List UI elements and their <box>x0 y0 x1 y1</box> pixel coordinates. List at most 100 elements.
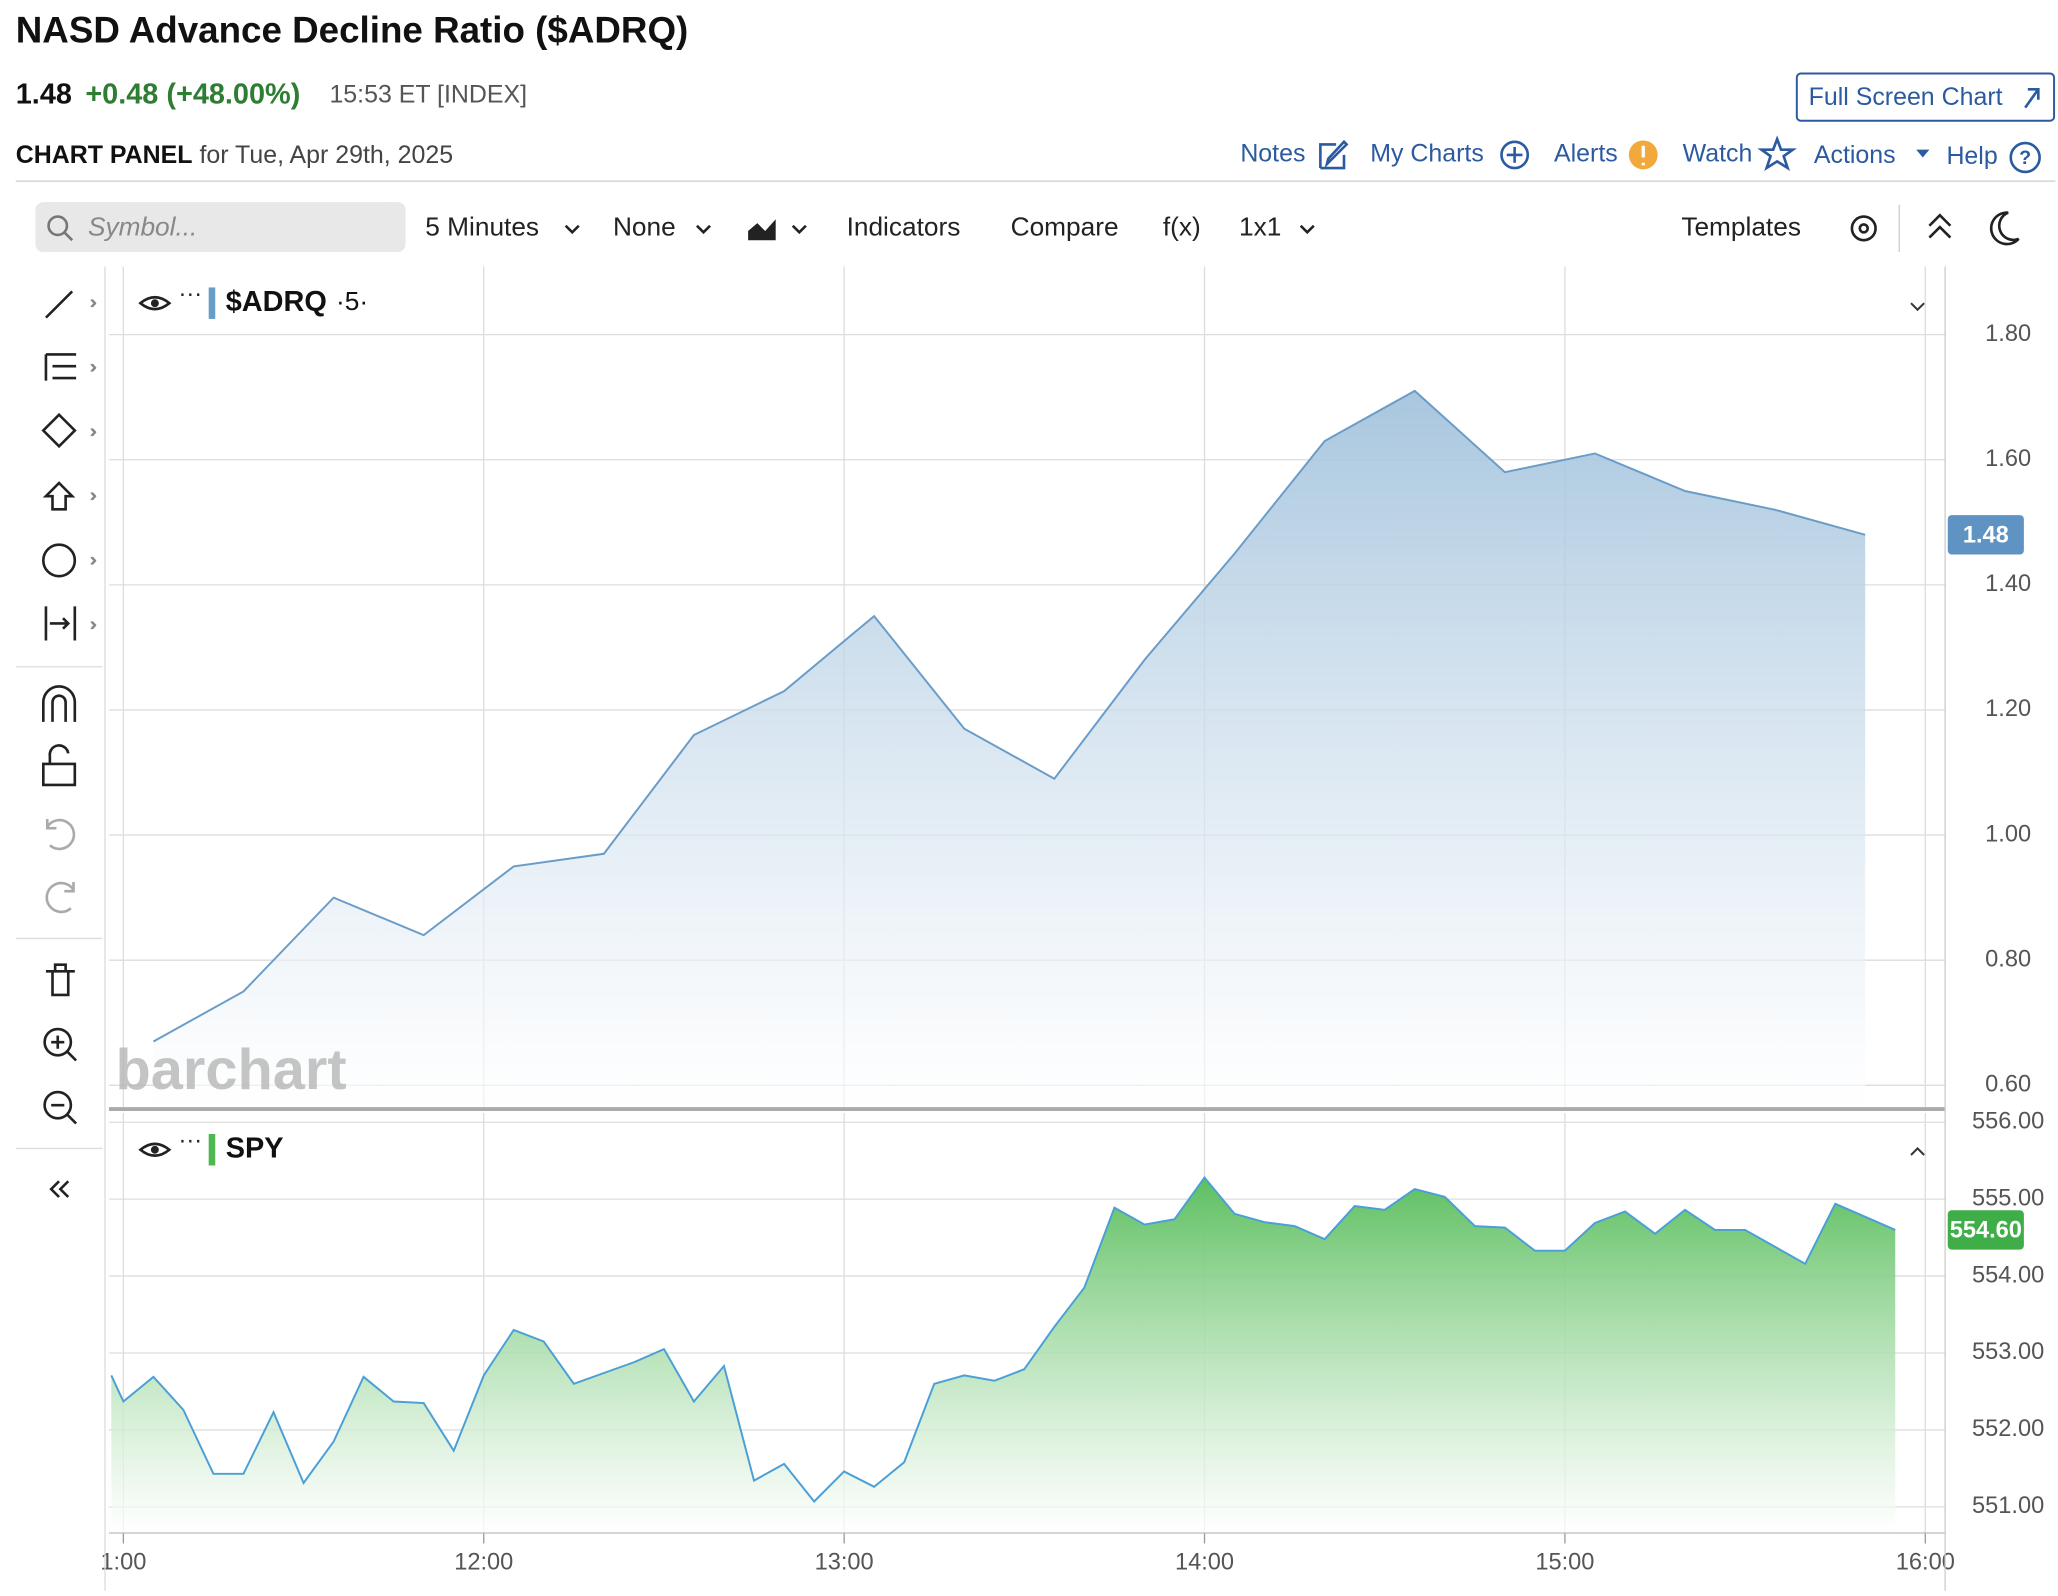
tool-measure[interactable] <box>44 606 77 641</box>
tool-shape[interactable] <box>41 412 77 449</box>
chev: › <box>91 357 97 376</box>
nav-link[interactable]: Watch <box>1683 139 1753 167</box>
compare-button[interactable]: Compare <box>1011 211 1119 241</box>
area-fill <box>111 1177 1896 1533</box>
tool-undo[interactable] <box>45 818 76 851</box>
tool-zoom-out-mark <box>51 1103 78 1125</box>
tool-magnet[interactable] <box>42 685 77 722</box>
chevron <box>696 224 711 235</box>
tool-arrow[interactable] <box>42 481 76 511</box>
x-tick-label: 15:00 <box>1535 1549 1594 1575</box>
tool-strip <box>41 290 78 1198</box>
plus-icon-cross <box>1506 147 1523 163</box>
legend-name: $ADRQ <box>226 286 327 318</box>
x-tick-label: 12:00 <box>454 1549 513 1575</box>
price-badge <box>1947 1210 2024 1250</box>
y-tick-label: 553.00 <box>1972 1339 2044 1365</box>
legend-menu: ··· <box>179 1128 203 1154</box>
y-tick-label: 552.00 <box>1972 1416 2044 1442</box>
tool-delete[interactable] <box>45 963 75 997</box>
eye-pupil <box>150 1145 159 1154</box>
nav-link[interactable]: Notes <box>1240 139 1305 167</box>
tool-line[interactable] <box>45 290 74 319</box>
tool-number[interactable] <box>42 543 77 578</box>
area-line <box>152 389 1866 1043</box>
search-box[interactable] <box>35 202 406 252</box>
x-tick-label: 1:00 <box>100 1549 146 1575</box>
area-fill <box>153 390 1866 1110</box>
tool-fib[interactable] <box>44 353 77 381</box>
chev: › <box>91 421 97 440</box>
panel-toggle <box>1910 302 1925 312</box>
nav-link[interactable]: Actions <box>1814 141 1896 169</box>
chev: › <box>91 614 97 633</box>
area-line <box>110 1175 1896 1503</box>
help-icon <box>2009 141 2041 174</box>
nav-link[interactable]: Alerts <box>1554 139 1618 167</box>
panel-label: CHART PANEL <box>16 141 193 169</box>
legend-interval: ·5· <box>336 286 368 316</box>
full-screen-label[interactable]: Full Screen Chart <box>1809 83 2003 111</box>
help-q: ? <box>2019 147 2031 169</box>
legend-name: SPY <box>226 1132 284 1164</box>
tool-zoom-out[interactable] <box>43 1090 73 1120</box>
fx-button[interactable]: f(x) <box>1163 211 1201 241</box>
search-placeholder[interactable]: Symbol... <box>88 211 197 241</box>
x-tick-label: 14:00 <box>1175 1549 1234 1575</box>
y-tick-label: 551.00 <box>1972 1493 2044 1519</box>
search-icon <box>47 215 69 237</box>
y-tick-label: 555.00 <box>1972 1185 2044 1211</box>
tool-lock[interactable] <box>42 744 77 787</box>
star-icon <box>1757 135 1797 172</box>
y-tick-label: 1.20 <box>1985 696 2031 722</box>
caret <box>1916 149 1930 158</box>
y-tick-label: 0.80 <box>1985 946 2031 972</box>
y-tick-label: 0.60 <box>1985 1072 2031 1098</box>
tool-expand[interactable] <box>49 1180 70 1198</box>
nav-link[interactable]: My Charts <box>1370 139 1484 167</box>
y-tick-label: 554.00 <box>1972 1262 2044 1288</box>
external-icon <box>2024 87 2040 109</box>
overlay-select[interactable]: None <box>613 211 676 241</box>
legend-color <box>208 1134 216 1166</box>
chart-type-icon[interactable] <box>748 219 776 241</box>
plus-icon <box>1500 140 1530 170</box>
interval-select[interactable]: 5 Minutes <box>425 211 539 241</box>
y-tick-label: 1.60 <box>1985 446 2031 472</box>
panel-date: for Tue, Apr 29th, 2025 <box>200 141 454 169</box>
full-screen-button[interactable] <box>1795 72 2056 122</box>
templates-button[interactable]: Templates <box>1681 211 1801 241</box>
tool-redo[interactable] <box>45 881 75 914</box>
x-tick-label: 16:00 <box>1896 1549 1955 1575</box>
y-tick-label: 556.00 <box>1972 1108 2044 1134</box>
notes-icon <box>1319 139 1349 170</box>
chevron <box>564 224 580 235</box>
settings-icon-core <box>1858 223 1869 234</box>
tool-history <box>45 818 76 914</box>
chevron <box>791 224 807 235</box>
tool-zoom-in[interactable] <box>43 1027 73 1057</box>
watermark: barchart <box>116 1038 347 1102</box>
time: 15:53 ET [INDEX] <box>329 80 527 108</box>
tool-chevrons: › › › › › › <box>90 292 97 634</box>
y-tick-label: 1.00 <box>1985 821 2031 847</box>
y-tick-label: 1.80 <box>1985 321 2031 347</box>
settings-icon[interactable] <box>1850 215 1877 242</box>
title: NASD Advance Decline Ratio ($ADRQ) <box>16 10 689 51</box>
legend-color <box>208 287 216 319</box>
collapse-icon[interactable] <box>1928 213 1952 239</box>
eye-icon <box>138 1142 172 1157</box>
price-badge-label: 554.60 <box>1950 1217 2022 1243</box>
indicators-button[interactable]: Indicators <box>847 211 961 241</box>
layout-select[interactable]: 1x1 <box>1239 211 1281 241</box>
panel-toggle <box>1910 1147 1925 1156</box>
change: +0.48 (+48.00%) <box>85 78 300 110</box>
chevron <box>1299 224 1315 235</box>
legend-menu: ··· <box>179 282 203 308</box>
nav-link[interactable]: Help <box>1946 142 1997 170</box>
tool-zoom-in-mark <box>51 1035 78 1062</box>
price-badge <box>1947 515 2024 555</box>
price-badge-label: 1.48 <box>1963 522 2009 548</box>
dark-mode-icon[interactable] <box>1989 211 2020 246</box>
